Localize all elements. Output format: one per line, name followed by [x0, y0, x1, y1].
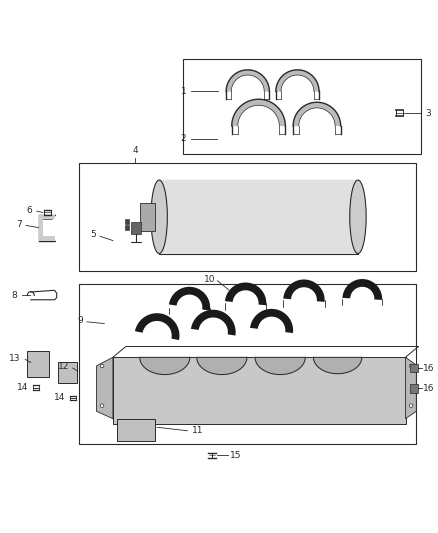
Ellipse shape	[410, 404, 413, 407]
Polygon shape	[140, 357, 190, 375]
Bar	[117, 418, 155, 441]
Ellipse shape	[350, 180, 366, 254]
Bar	[27, 351, 49, 377]
Polygon shape	[232, 99, 285, 126]
Bar	[124, 220, 129, 224]
Text: 4: 4	[133, 147, 138, 156]
Text: 1: 1	[180, 87, 187, 96]
Text: 16: 16	[423, 384, 434, 393]
Bar	[410, 384, 417, 393]
Polygon shape	[226, 70, 269, 92]
Ellipse shape	[151, 180, 167, 254]
Text: 11: 11	[191, 426, 203, 435]
Bar	[410, 364, 417, 373]
Polygon shape	[343, 279, 382, 300]
Polygon shape	[406, 357, 416, 418]
Text: 15: 15	[230, 451, 241, 460]
Text: 3: 3	[425, 109, 431, 118]
Text: 6: 6	[27, 206, 32, 215]
Polygon shape	[113, 357, 406, 424]
Bar	[124, 225, 129, 230]
Polygon shape	[135, 313, 180, 340]
Text: 16: 16	[423, 364, 434, 373]
Polygon shape	[39, 215, 55, 240]
Bar	[140, 203, 155, 231]
Polygon shape	[293, 102, 341, 126]
Bar	[57, 361, 77, 383]
Polygon shape	[314, 357, 362, 374]
Bar	[183, 59, 420, 154]
Bar	[131, 222, 141, 234]
Polygon shape	[225, 282, 266, 305]
Bar	[79, 163, 416, 271]
Text: 8: 8	[12, 291, 18, 300]
Text: 14: 14	[17, 383, 28, 392]
Text: 14: 14	[54, 393, 65, 402]
Bar	[79, 284, 416, 443]
Polygon shape	[96, 357, 113, 418]
Polygon shape	[191, 310, 236, 336]
Polygon shape	[197, 357, 247, 375]
Text: 13: 13	[9, 354, 21, 363]
Text: 5: 5	[90, 230, 95, 239]
Ellipse shape	[100, 404, 104, 407]
Text: 2: 2	[181, 134, 187, 143]
Ellipse shape	[100, 364, 104, 368]
Polygon shape	[169, 287, 210, 311]
Polygon shape	[276, 70, 319, 92]
Polygon shape	[250, 309, 293, 333]
Bar	[159, 180, 358, 254]
Text: 7: 7	[16, 220, 22, 229]
Ellipse shape	[410, 364, 413, 368]
Text: 12: 12	[58, 362, 70, 372]
Text: 10: 10	[204, 275, 215, 284]
Polygon shape	[255, 357, 305, 375]
Text: 9: 9	[77, 317, 83, 326]
Polygon shape	[283, 279, 325, 302]
